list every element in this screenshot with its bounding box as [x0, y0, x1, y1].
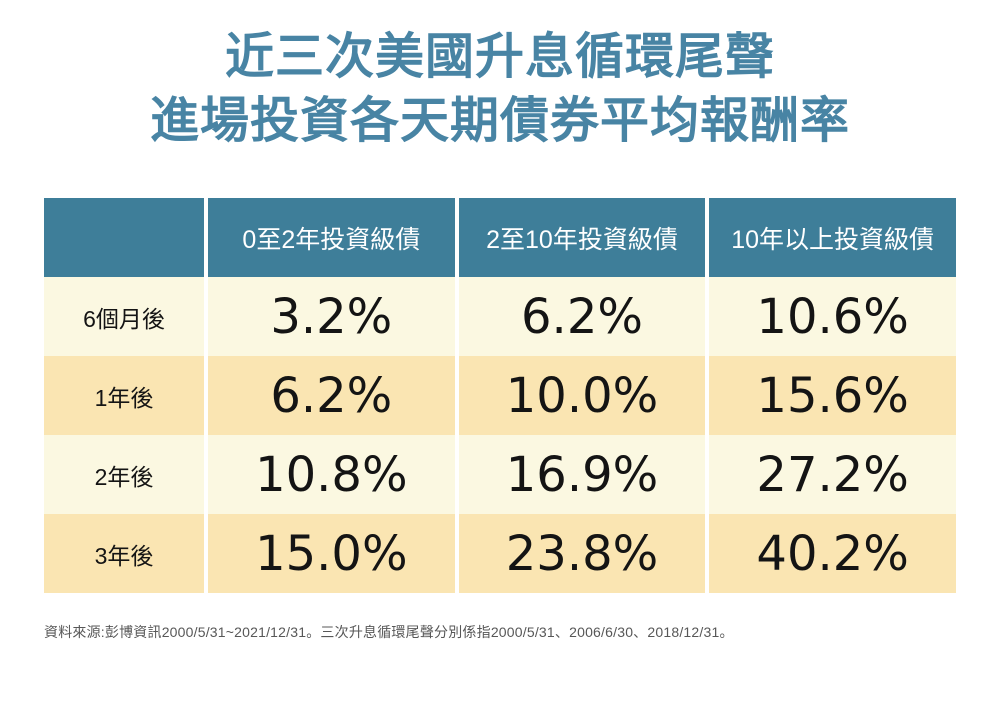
value-2yr-2-10yr: 16.9%	[458, 435, 706, 514]
table-corner-cell	[44, 198, 204, 277]
value-6mo-2-10yr: 6.2%	[458, 277, 706, 356]
row-label-1yr: 1年後	[44, 356, 204, 435]
value-3yr-10yr-plus: 40.2%	[709, 514, 956, 593]
value-2yr-0-2yr: 10.8%	[208, 435, 455, 514]
row-label-3yr: 3年後	[44, 514, 204, 593]
value-2yr-10yr-plus: 27.2%	[709, 435, 956, 514]
row-label-2yr: 2年後	[44, 435, 204, 514]
value-1yr-0-2yr: 6.2%	[208, 356, 455, 435]
source-note: 資料來源:彭博資訊2000/5/31~2021/12/31。三次升息循環尾聲分別…	[44, 624, 734, 640]
returns-table: 0至2年投資級債 2至10年投資級債 10年以上投資級債 6個月後 3.2% 6…	[44, 198, 956, 593]
title-line-1: 近三次美國升息循環尾聲	[224, 30, 775, 84]
column-header-2-10yr: 2至10年投資級債	[458, 198, 706, 277]
value-6mo-0-2yr: 3.2%	[208, 277, 455, 356]
value-3yr-2-10yr: 23.8%	[458, 514, 706, 593]
column-header-0-2yr: 0至2年投資級債	[208, 198, 455, 277]
value-1yr-10yr-plus: 15.6%	[709, 356, 956, 435]
column-header-10yr-plus: 10年以上投資級債	[709, 198, 956, 277]
value-6mo-10yr-plus: 10.6%	[709, 277, 956, 356]
row-label-6mo: 6個月後	[44, 277, 204, 356]
title-line-2: 進場投資各天期債券平均報酬率	[149, 93, 850, 148]
value-1yr-2-10yr: 10.0%	[458, 356, 706, 435]
value-3yr-0-2yr: 15.0%	[208, 514, 455, 593]
page-title: 近三次美國升息循環尾聲 進場投資各天期債券平均報酬率	[0, 26, 1000, 153]
